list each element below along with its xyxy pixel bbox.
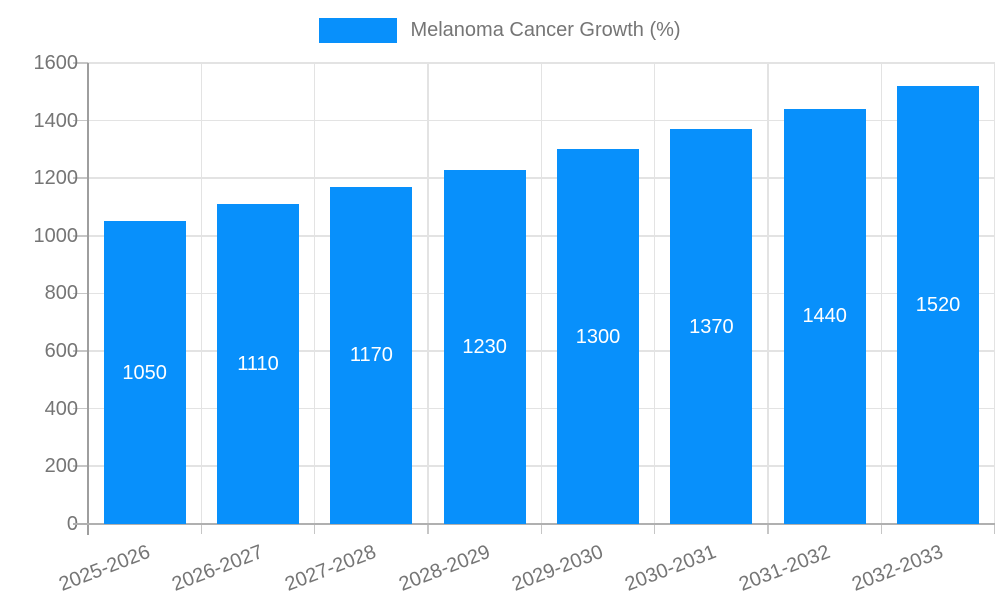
v-gridline (767, 63, 769, 524)
bar[interactable] (330, 186, 413, 524)
x-tick (200, 523, 203, 534)
y-tick (73, 350, 88, 352)
x-tick (993, 523, 996, 534)
x-tick (540, 523, 543, 534)
legend-swatch-icon (319, 18, 398, 43)
y-axis-label: 1400 (33, 109, 79, 132)
v-gridline (993, 63, 996, 524)
bar[interactable] (103, 221, 186, 524)
y-axis-label: 0 (0, 512, 78, 536)
y-tick (73, 177, 88, 179)
x-tick (880, 523, 883, 534)
y-axis-label: 600 (44, 340, 78, 362)
x-tick (313, 523, 316, 534)
y-axis-label: 1200 (33, 167, 79, 190)
y-tick (73, 407, 88, 410)
bar[interactable] (897, 86, 980, 524)
y-tick (73, 119, 88, 122)
v-gridline (880, 63, 883, 524)
x-tick (767, 523, 769, 534)
y-axis-line (87, 63, 89, 535)
bar[interactable] (670, 129, 753, 524)
y-tick (73, 235, 88, 237)
bar[interactable] (443, 169, 526, 524)
y-tick (73, 465, 88, 467)
x-tick (427, 523, 429, 534)
v-gridline (540, 63, 543, 524)
y-tick (73, 292, 88, 295)
bar[interactable] (557, 149, 640, 524)
x-tick (653, 523, 656, 534)
legend-label: Melanoma Cancer Growth (%) (410, 19, 681, 41)
legend[interactable]: Melanoma Cancer Growth (%) (0, 18, 1000, 43)
v-gridline (313, 63, 316, 524)
x-axis-line (73, 522, 995, 525)
bar[interactable] (783, 109, 866, 524)
bar[interactable] (217, 204, 299, 524)
y-tick (73, 62, 88, 64)
y-axis-label: 800 (44, 282, 78, 305)
v-gridline (200, 63, 203, 524)
y-axis-label: 200 (44, 455, 78, 478)
y-axis-label: 400 (44, 397, 78, 420)
y-axis-label: 1600 (33, 52, 79, 74)
y-axis-label: 1000 (33, 224, 79, 247)
v-gridline (427, 63, 429, 524)
v-gridline (653, 63, 656, 524)
